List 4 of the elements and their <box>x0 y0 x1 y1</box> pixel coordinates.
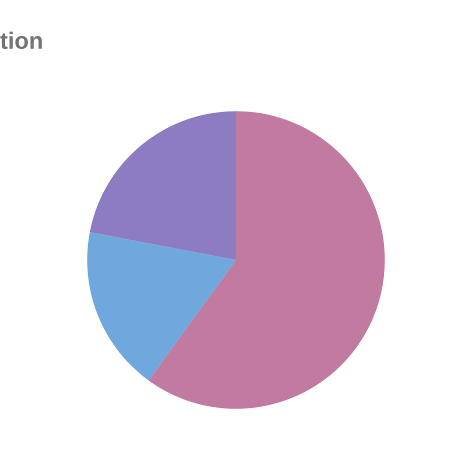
chart-title: tion <box>0 32 42 49</box>
pie-slice <box>148 111 385 409</box>
pie-slice <box>87 232 236 380</box>
pie-slice <box>90 111 236 260</box>
